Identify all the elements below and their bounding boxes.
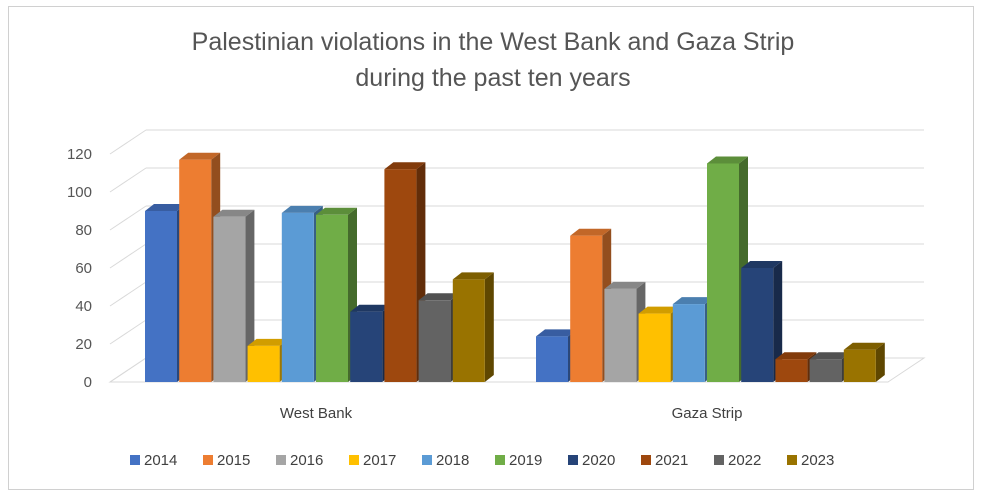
legend-swatch bbox=[130, 455, 140, 465]
bar bbox=[179, 159, 212, 382]
legend-label: 2019 bbox=[509, 452, 542, 469]
legend-label: 2022 bbox=[728, 452, 761, 469]
legend-swatch bbox=[349, 455, 359, 465]
bar-top bbox=[213, 209, 255, 217]
bar-top bbox=[281, 205, 323, 213]
bar-top bbox=[452, 272, 494, 280]
y-tick-label: 20 bbox=[75, 336, 92, 353]
bar-top bbox=[145, 204, 186, 211]
legend-swatch bbox=[495, 455, 505, 465]
bar bbox=[384, 169, 417, 382]
bar-top bbox=[672, 297, 714, 305]
bar bbox=[247, 345, 280, 382]
bar bbox=[672, 304, 705, 382]
legend-label: 2017 bbox=[363, 452, 396, 469]
gridline-edge bbox=[109, 243, 147, 269]
gridline-edge bbox=[109, 167, 147, 193]
bar bbox=[350, 311, 383, 382]
bar-top bbox=[707, 156, 748, 164]
bar-top bbox=[418, 293, 460, 301]
legend-swatch bbox=[787, 455, 797, 465]
legend-label: 2023 bbox=[801, 452, 834, 469]
bar bbox=[418, 300, 451, 382]
legend-swatch bbox=[641, 455, 651, 465]
bar-top bbox=[741, 261, 783, 268]
bar bbox=[536, 336, 568, 382]
chart-title: Palestinian violations in the West Bank … bbox=[191, 28, 795, 92]
bar bbox=[316, 214, 348, 382]
bar-top bbox=[638, 306, 680, 314]
legend-swatch bbox=[568, 455, 578, 465]
y-tick-label: 0 bbox=[84, 374, 92, 391]
category-label: Gaza Strip bbox=[672, 405, 743, 422]
bar-top bbox=[384, 162, 426, 170]
bar bbox=[707, 163, 739, 382]
bar bbox=[809, 359, 842, 382]
bar bbox=[775, 359, 808, 382]
bar-side bbox=[245, 209, 255, 382]
bar-top bbox=[843, 342, 885, 350]
bar-top bbox=[536, 329, 577, 337]
category-label: West Bank bbox=[280, 405, 353, 422]
bar-top bbox=[179, 152, 221, 160]
gridline-edge bbox=[109, 281, 147, 307]
gridline-edge bbox=[109, 205, 147, 231]
bar-top bbox=[570, 228, 612, 236]
bar bbox=[741, 268, 774, 382]
bar bbox=[638, 313, 671, 382]
gridline-edge bbox=[109, 129, 147, 155]
legend-swatch bbox=[714, 455, 724, 465]
bar bbox=[281, 212, 314, 382]
legend-label: 2018 bbox=[436, 452, 469, 469]
legend-label: 2020 bbox=[582, 452, 615, 469]
legend-label: 2021 bbox=[655, 452, 688, 469]
bar-top bbox=[775, 352, 817, 360]
bar bbox=[843, 349, 876, 382]
bar bbox=[213, 216, 246, 382]
legend-swatch bbox=[203, 455, 213, 465]
bar bbox=[570, 235, 603, 382]
bar-top bbox=[247, 338, 289, 346]
y-tick-label: 120 bbox=[67, 146, 92, 163]
bar-top bbox=[350, 304, 392, 312]
bar bbox=[604, 288, 637, 382]
legend-label: 2014 bbox=[144, 452, 177, 469]
y-tick-label: 100 bbox=[67, 184, 92, 201]
y-tick-label: 60 bbox=[75, 260, 92, 277]
gridline-edge bbox=[109, 319, 147, 345]
y-tick-label: 80 bbox=[75, 222, 92, 239]
bar bbox=[452, 279, 485, 382]
legend-label: 2015 bbox=[217, 452, 250, 469]
bar-side bbox=[875, 342, 885, 382]
legend-label: 2016 bbox=[290, 452, 323, 469]
bar-side bbox=[773, 261, 783, 382]
bar-top bbox=[316, 207, 357, 215]
bar-side bbox=[484, 272, 494, 382]
legend-swatch bbox=[276, 455, 286, 465]
y-tick-label: 40 bbox=[75, 298, 92, 315]
bar-top bbox=[809, 352, 851, 360]
legend-swatch bbox=[422, 455, 432, 465]
bar bbox=[145, 211, 177, 382]
bar-top bbox=[604, 281, 646, 289]
